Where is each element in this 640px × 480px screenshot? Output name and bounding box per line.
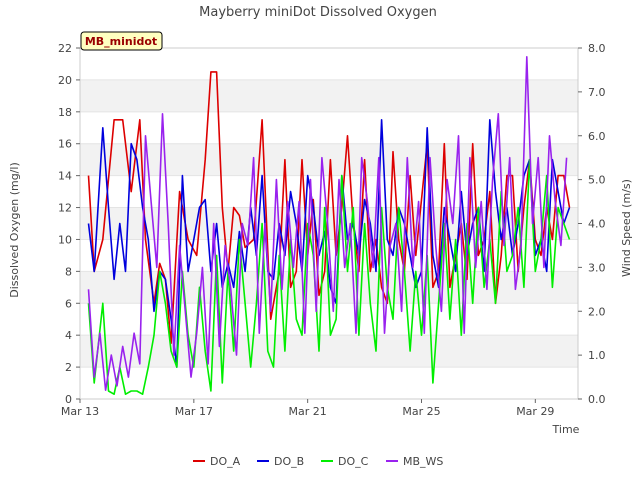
annotation-box-bg	[80, 31, 163, 51]
y-axis-label: Dissolved Oxygen (mg/l)	[8, 162, 21, 297]
axes-layer: 0 2 4 6 8 10 12 14 16 18 20 22 0.0 1.0 2.0 3.0 4.0 5.0 6.0…	[58, 42, 606, 418]
y2-tick-label: 4.0	[588, 218, 606, 231]
y2-tick-label: 7.0	[588, 86, 606, 99]
y2-tick-label: 1.0	[588, 349, 606, 362]
y-tick-label: 20	[58, 74, 72, 87]
grid-band	[80, 335, 578, 368]
y-tick-label: 18	[58, 106, 72, 119]
x-axis-label: Time	[552, 423, 580, 436]
chart-title: Mayberry miniDot Dissolved Oxygen	[199, 5, 437, 20]
x-tick-label: Mar 25	[402, 405, 440, 418]
legend-label: DO_B	[274, 455, 304, 468]
y-tick-label: 6	[65, 297, 72, 310]
y2-tick-label: 2.0	[588, 305, 606, 318]
y-tick-label: 2	[65, 361, 72, 374]
annotation-box: MB_minidot	[80, 31, 163, 51]
y2-tick-label: 6.0	[588, 130, 606, 143]
y-tick-label: 22	[58, 42, 72, 55]
y-tick-label: 12	[58, 202, 72, 215]
legend: DO_A DO_B DO_C MB_WS	[193, 455, 443, 468]
y2-tick-label: 3.0	[588, 261, 606, 274]
series-line-mb-ws	[87, 55, 568, 392]
y2-tick-label: 5.0	[588, 174, 606, 187]
legend-label: DO_C	[338, 455, 369, 468]
x-tick-label: Mar 17	[175, 405, 213, 418]
y-tick-label: 10	[58, 233, 72, 246]
y-tick-label: 0	[65, 393, 72, 406]
y-tick-label: 14	[58, 170, 72, 183]
y2-axis-label: Wind Speed (m/s)	[620, 179, 633, 277]
series-layer	[87, 55, 571, 396]
grid-band	[80, 79, 578, 112]
x-tick-label: Mar 13	[61, 405, 99, 418]
y-tick-label: 4	[65, 329, 72, 342]
grid-band	[80, 143, 578, 176]
legend-label: DO_A	[210, 455, 241, 468]
series-line-do-b	[87, 119, 571, 368]
x-tick-label: Mar 21	[289, 405, 327, 418]
x-tick-label: Mar 29	[516, 405, 554, 418]
legend-label: MB_WS	[403, 455, 443, 468]
annotation-label: MB_minidot	[85, 35, 157, 48]
y-tick-label: 16	[58, 138, 72, 151]
y-tick-label: 8	[65, 265, 72, 278]
y2-tick-label: 0.0	[588, 393, 606, 406]
y2-tick-label: 8.0	[588, 42, 606, 55]
